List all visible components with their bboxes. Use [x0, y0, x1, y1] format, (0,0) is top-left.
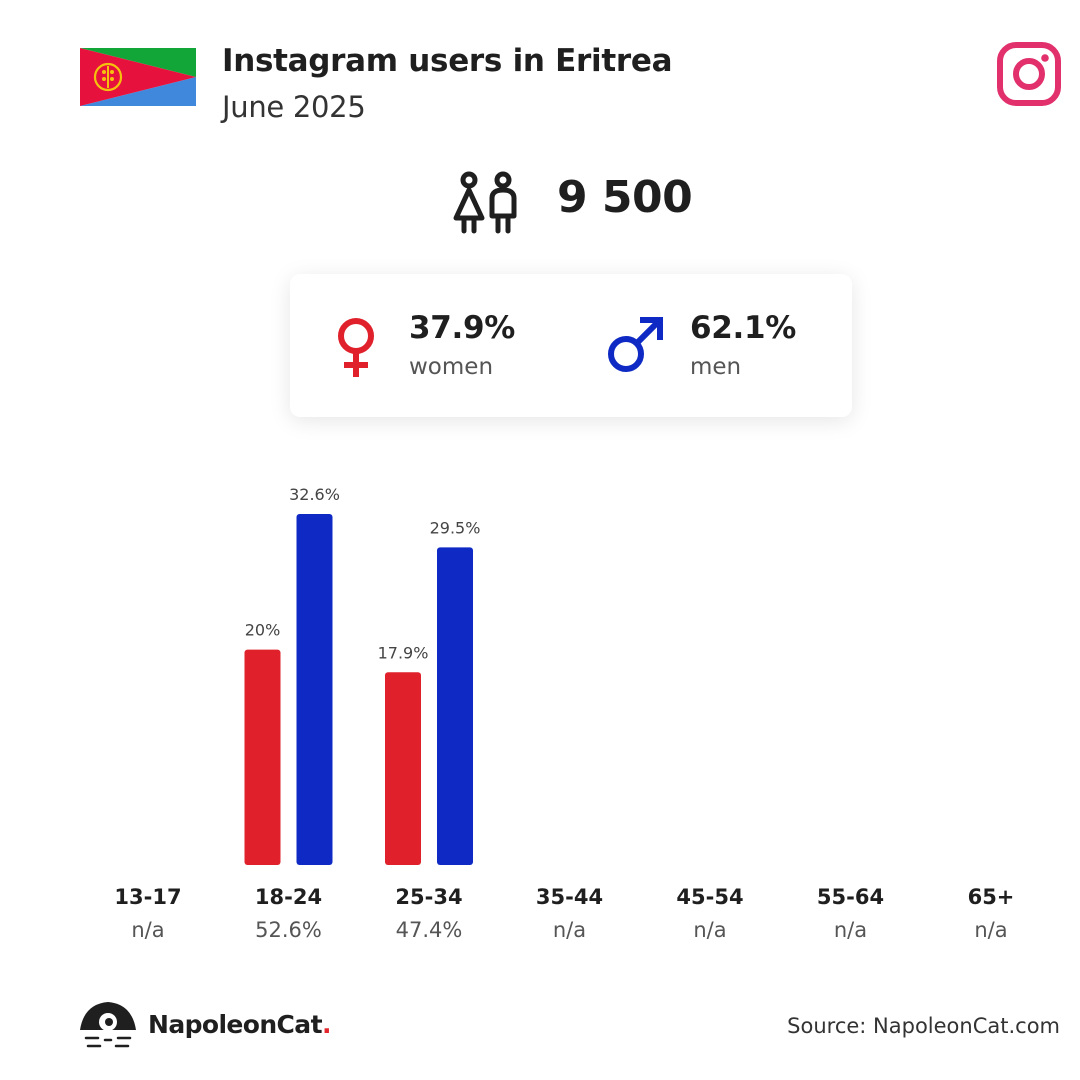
age-group-label: 18-24 — [254, 885, 323, 909]
total-users: 9 500 — [557, 172, 693, 223]
data-label-women-25-34: 17.9% — [378, 643, 429, 662]
men-percent: 62.1% — [690, 310, 797, 346]
napoleoncat-logo-icon — [80, 1002, 136, 1048]
women-percent: 37.9% — [409, 310, 516, 346]
age-group-share: n/a — [974, 918, 1008, 942]
age-group-label: 65+ — [967, 885, 1015, 909]
age-group-label: 35-44 — [535, 885, 604, 909]
data-label-women-18-24: 20% — [245, 621, 281, 640]
age-group-label: 45-54 — [676, 885, 744, 909]
source-credit: Source: NapoleonCat.com — [787, 1014, 1060, 1038]
age-group-share: n/a — [833, 918, 868, 942]
age-group-label: 25-34 — [395, 885, 463, 909]
age-group-label: 13-17 — [114, 885, 182, 909]
male-symbol-icon — [608, 317, 663, 372]
age-group-share: 47.4% — [395, 918, 463, 942]
age-group-share: 52.6% — [255, 918, 322, 942]
women-label: women — [409, 354, 494, 380]
data-label-men-18-24: 32.6% — [289, 485, 340, 504]
data-label-men-25-34: 29.5% — [430, 518, 481, 537]
instagram-icon — [997, 42, 1061, 106]
bar-women-25-34 — [385, 672, 421, 865]
men-label: men — [690, 354, 742, 380]
users-icon — [453, 171, 517, 234]
age-group-label: 55-64 — [816, 885, 885, 909]
age-group-share: n/a — [693, 918, 727, 942]
bar-men-18-24 — [296, 514, 333, 865]
bar-women-18-24 — [244, 649, 281, 865]
eritrea-flag — [80, 48, 196, 106]
age-group-share: n/a — [552, 918, 587, 942]
olive-wreath-emblem — [93, 62, 123, 92]
age-group-share: n/a — [131, 918, 165, 942]
bar-men-25-34 — [437, 547, 473, 865]
female-symbol-icon — [338, 318, 374, 377]
page-title: Instagram users in Eritrea — [222, 43, 673, 79]
page-subtitle: June 2025 — [222, 90, 366, 124]
brand-name: NapoleonCat. — [148, 1010, 331, 1039]
gender-split-card: 37.9% women 62.1% men — [290, 274, 852, 417]
brand-dot: . — [321, 1010, 332, 1039]
